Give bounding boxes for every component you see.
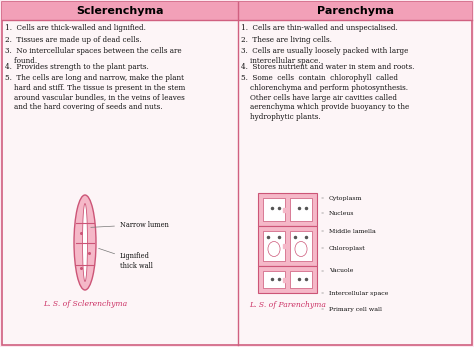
Text: 3.  Cells are usually loosely packed with large
    intercellular space.: 3. Cells are usually loosely packed with… bbox=[241, 47, 409, 65]
Text: Narrow lumen: Narrow lumen bbox=[91, 220, 169, 229]
Text: 4.  Provides strength to the plant parts.: 4. Provides strength to the plant parts. bbox=[5, 63, 149, 71]
Text: L. S. of Parenchyma: L. S. of Parenchyma bbox=[249, 301, 326, 309]
Text: 2.  These are living cells.: 2. These are living cells. bbox=[241, 36, 332, 44]
Text: Vacuole: Vacuole bbox=[322, 269, 354, 273]
Bar bbox=[258, 193, 317, 226]
Text: Chloroplast: Chloroplast bbox=[322, 245, 366, 251]
Text: Sclerenchyma: Sclerenchyma bbox=[76, 6, 164, 16]
Bar bbox=[290, 271, 312, 288]
Text: Lignified
thick wall: Lignified thick wall bbox=[99, 248, 153, 270]
Text: 1.  Cells are thin-walled and unspecialised.: 1. Cells are thin-walled and unspecialis… bbox=[241, 24, 398, 32]
Text: 5.  Some  cells  contain  chlorophyll  called
    chlorenchyma and perform photo: 5. Some cells contain chlorophyll called… bbox=[241, 74, 409, 121]
Text: Intercellular space: Intercellular space bbox=[322, 290, 388, 296]
Text: Middle lamella: Middle lamella bbox=[322, 229, 376, 234]
Text: Nucleus: Nucleus bbox=[322, 211, 355, 215]
Bar bbox=[263, 198, 285, 221]
Ellipse shape bbox=[268, 242, 280, 256]
Text: L. S. of Sclerenchyma: L. S. of Sclerenchyma bbox=[43, 300, 127, 308]
Bar bbox=[2, 2, 472, 20]
Text: 4.  Stores nutrient and water in stem and roots.: 4. Stores nutrient and water in stem and… bbox=[241, 63, 414, 71]
Bar bbox=[258, 226, 317, 266]
Text: Primary cell wall: Primary cell wall bbox=[322, 306, 382, 312]
Ellipse shape bbox=[295, 242, 307, 256]
Text: 2.  Tissues are made up of dead cells.: 2. Tissues are made up of dead cells. bbox=[5, 36, 142, 44]
Ellipse shape bbox=[74, 195, 96, 290]
Text: 5.  The cells are long and narrow, make the plant
    hard and stiff. The tissue: 5. The cells are long and narrow, make t… bbox=[5, 74, 185, 111]
Bar bbox=[263, 231, 285, 261]
Text: Parenchyma: Parenchyma bbox=[318, 6, 394, 16]
Bar bbox=[290, 231, 312, 261]
Bar bbox=[258, 266, 317, 293]
Text: Cytoplasm: Cytoplasm bbox=[322, 195, 363, 201]
Ellipse shape bbox=[82, 204, 88, 281]
Bar bbox=[290, 198, 312, 221]
Text: 1.  Cells are thick-walled and lignified.: 1. Cells are thick-walled and lignified. bbox=[5, 24, 146, 32]
Text: 3.  No intercellular spaces between the cells are
    found.: 3. No intercellular spaces between the c… bbox=[5, 47, 182, 65]
Bar bbox=[263, 271, 285, 288]
